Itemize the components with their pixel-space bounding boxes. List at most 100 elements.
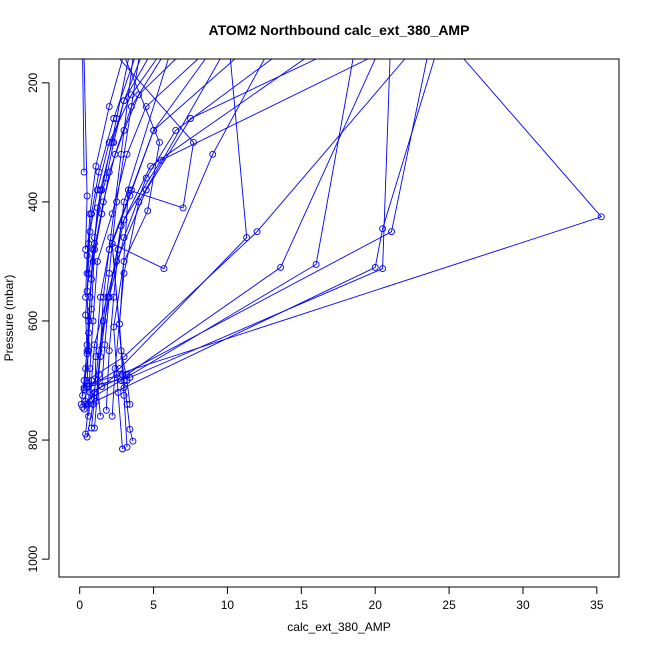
axes-layer: 0 5 10 15 20 25 30 35 200 400 600 800 1000 [26, 72, 604, 612]
data-point [82, 246, 90, 253]
data-point [160, 265, 168, 273]
chart-title: ATOM2 Northbound calc_ext_380_AMP [209, 22, 470, 38]
data-point [120, 353, 128, 361]
data-point [371, 263, 379, 271]
series-line [83, 59, 162, 410]
data-point [120, 269, 128, 277]
data-point [120, 384, 128, 392]
data-point [83, 433, 91, 441]
plot-frame [58, 58, 620, 578]
data-point [126, 192, 134, 200]
series-line [86, 59, 428, 384]
data-point [86, 293, 94, 301]
data-point [110, 115, 118, 122]
data-point [119, 445, 126, 453]
data-point [157, 156, 165, 164]
data-point [89, 246, 97, 253]
data-point [95, 168, 103, 176]
data-point [107, 234, 115, 242]
data-point [156, 138, 163, 146]
data-point [83, 269, 91, 277]
x-tick-label: 0 [76, 598, 83, 612]
series-line [85, 59, 354, 402]
y-axis-label: Pressure (mbar) [2, 275, 16, 362]
series-line [83, 59, 248, 390]
data-point [108, 412, 116, 420]
data-point [388, 228, 395, 236]
series-line [86, 59, 149, 354]
data-point [126, 400, 134, 408]
data-point [91, 341, 98, 349]
series-line [88, 59, 391, 387]
data-point [120, 198, 128, 206]
series-line [88, 59, 129, 351]
series-line [86, 59, 406, 381]
data-point [102, 406, 110, 414]
data-point [150, 126, 158, 134]
series-line [85, 59, 199, 435]
data-point [98, 383, 106, 390]
data-point [105, 103, 113, 111]
series-line [85, 59, 123, 298]
series-line [95, 59, 368, 402]
data-layer [77, 59, 605, 453]
y-tick-label: 600 [26, 311, 40, 331]
data-point [92, 162, 100, 170]
data-point [92, 397, 100, 405]
x-tick-label: 35 [590, 598, 604, 612]
y-tick-label: 1000 [26, 545, 40, 572]
data-point [379, 225, 387, 233]
data-point [597, 213, 605, 221]
data-point [144, 207, 152, 215]
data-point [85, 412, 93, 420]
data-point [142, 186, 150, 194]
data-point [80, 168, 88, 176]
data-point [126, 374, 134, 381]
series-line [82, 59, 435, 408]
data-point [82, 400, 90, 408]
data-point [135, 198, 143, 206]
data-point [243, 234, 251, 242]
data-point [117, 222, 125, 230]
data-point [82, 397, 90, 405]
x-tick-label: 25 [442, 598, 456, 612]
data-point [96, 353, 104, 361]
series-line [119, 59, 194, 448]
data-point [120, 234, 128, 242]
series-line [82, 59, 85, 173]
data-point [89, 317, 97, 325]
data-point [80, 384, 88, 392]
x-tick-label: 15 [295, 598, 309, 612]
data-point [116, 365, 124, 373]
data-point [147, 162, 155, 170]
data-point [123, 443, 131, 451]
data-point [93, 257, 101, 265]
data-point [88, 210, 95, 218]
data-point [277, 263, 285, 271]
data-point [120, 391, 128, 399]
data-point [187, 115, 194, 122]
data-point [91, 424, 98, 432]
series-line [111, 59, 221, 417]
series-line [89, 59, 376, 393]
x-tick-label: 20 [369, 598, 383, 612]
data-point [92, 353, 100, 361]
data-point [88, 305, 95, 313]
data-point [129, 437, 137, 445]
x-tick-label: 30 [516, 598, 530, 612]
data-point [110, 323, 118, 331]
data-point [111, 365, 119, 373]
x-axis-label: calc_ext_380_AMP [287, 620, 390, 634]
data-point [82, 365, 90, 373]
data-point [123, 400, 131, 408]
x-tick-label: 5 [150, 598, 157, 612]
data-point [113, 198, 121, 206]
data-point [312, 260, 320, 268]
data-point [86, 365, 94, 373]
series-line [85, 59, 603, 405]
y-tick-label: 400 [26, 192, 40, 212]
data-point [82, 293, 90, 301]
data-point [117, 347, 125, 355]
data-point [172, 126, 180, 134]
